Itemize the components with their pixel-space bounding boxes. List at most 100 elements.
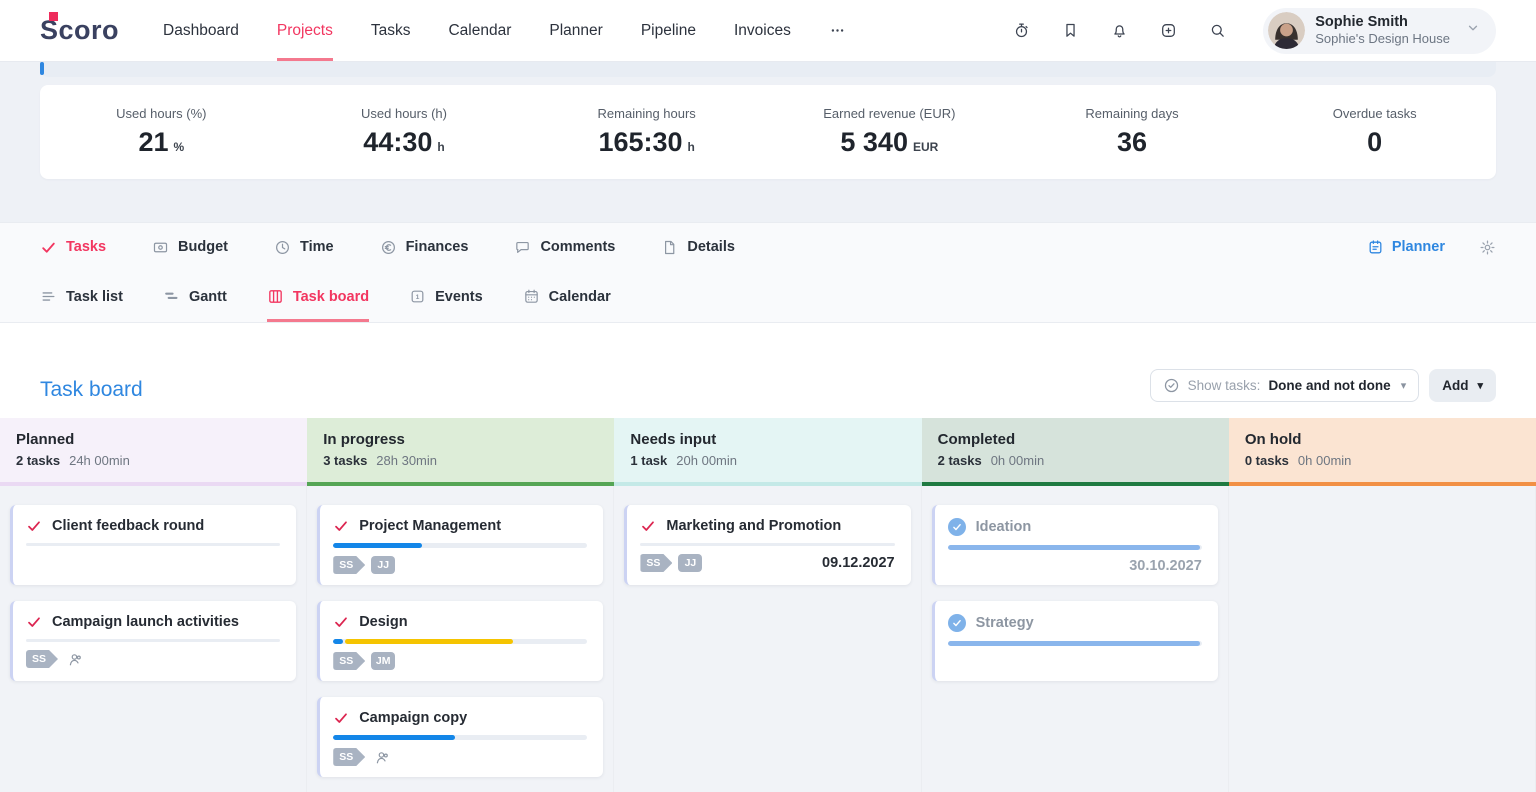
task-card[interactable]: Client feedback round — [10, 505, 297, 585]
column-summary: 3 tasks 28h 30min — [323, 453, 598, 468]
card-title-row: Marketing and Promotion — [640, 518, 894, 534]
settings-button[interactable] — [1479, 239, 1496, 256]
user-menu[interactable]: Sophie Smith Sophie's Design House — [1263, 7, 1496, 54]
kanban-column-in-progress: In progress 3 tasks 28h 30min Project Manag… — [307, 418, 615, 792]
todo-check-icon[interactable] — [333, 614, 349, 630]
kanban-column-completed: Completed 2 tasks 0h 00min Ideation 30.10.20… — [921, 418, 1229, 792]
nav-item-projects[interactable]: Projects — [276, 0, 333, 61]
kanban-column-needs-input: Needs input 1 task 20h 00min Marketing and … — [614, 418, 922, 792]
column-body: Marketing and Promotion SS JJ 09.12.2027 — [614, 486, 921, 792]
subtab-events[interactable]: 1 Events — [409, 271, 483, 322]
bell-button[interactable] — [1108, 20, 1130, 42]
subtab-calendar[interactable]: Calendar — [523, 271, 611, 322]
comment-icon — [514, 239, 531, 256]
nav-item-planner[interactable]: Planner — [549, 21, 603, 39]
module-tabs: Tasks Budget Time Finances Comments Details Pl… — [0, 223, 1536, 271]
column-name: Needs input — [630, 431, 717, 448]
task-card[interactable]: Campaign launch activities SS — [10, 601, 297, 681]
filter-label: Show tasks: — [1187, 378, 1261, 393]
task-card[interactable]: Strategy — [931, 601, 1218, 681]
column-header: In progress 3 tasks 28h 30min — [307, 418, 615, 486]
collapsed-panel-strip — [0, 62, 1536, 77]
tab-budget[interactable]: Budget — [152, 239, 228, 256]
todo-check-icon[interactable] — [26, 518, 42, 534]
stat-unit: h — [687, 140, 695, 154]
assignee-badge: SS — [333, 556, 366, 574]
gear-icon — [1479, 239, 1496, 256]
task-card[interactable]: Campaign copy SS — [317, 697, 604, 777]
column-name: In progress — [323, 431, 405, 448]
tab-finances[interactable]: Finances — [380, 239, 468, 256]
task-card[interactable]: Marketing and Promotion SS JJ 09.12.2027 — [624, 505, 911, 585]
subtab-gantt[interactable]: Gantt — [163, 271, 227, 322]
todo-check-icon[interactable] — [333, 710, 349, 726]
column-body — [1229, 486, 1536, 792]
todo-check-icon[interactable] — [26, 614, 42, 630]
plus-square-button[interactable] — [1157, 20, 1179, 42]
tab-comments[interactable]: Comments — [514, 239, 615, 256]
todo-check-icon[interactable] — [333, 518, 349, 534]
done-check-icon — [947, 614, 966, 632]
column-hours: 28h 30min — [376, 453, 438, 468]
search-button[interactable] — [1206, 20, 1228, 42]
stat-value: 5 340 EUR — [840, 127, 939, 157]
subtab-task-list[interactable]: Task list — [40, 271, 123, 322]
add-button[interactable]: Add ▾ — [1429, 369, 1496, 402]
nav-item-dashboard[interactable]: Dashboard — [163, 21, 239, 39]
planner-icon — [1367, 239, 1384, 256]
column-body: Ideation 30.10.2027 Strategy — [922, 486, 1229, 792]
timer-button[interactable] — [1010, 20, 1032, 42]
column-task-count: 1 task — [630, 453, 668, 468]
done-check-icon — [947, 518, 966, 536]
svg-text:1: 1 — [416, 294, 420, 301]
show-tasks-filter[interactable]: Show tasks: Done and not done ▾ — [1149, 369, 1420, 402]
task-title: Project Management — [359, 518, 502, 534]
chevron-down-icon — [1466, 21, 1480, 40]
nav-item-invoices[interactable]: Invoices — [733, 21, 791, 39]
assignee-badge: SS — [640, 554, 673, 572]
scoro-logo[interactable]: Scoro — [40, 0, 119, 61]
column-body: Project Management SS JJ Design SS JM Campaign… — [307, 486, 614, 792]
todo-check-icon[interactable] — [640, 518, 656, 534]
planner-link[interactable]: Planner — [1367, 239, 1445, 256]
due-date: 09.12.2027 — [822, 555, 895, 571]
task-title: Client feedback round — [52, 518, 205, 534]
task-card[interactable]: Design SS JM — [317, 601, 604, 681]
tab-details[interactable]: Details — [661, 239, 735, 256]
subtab-label: Gantt — [188, 288, 227, 305]
progress-bar — [640, 543, 895, 546]
progress-segment — [333, 735, 456, 740]
progress-bar — [947, 545, 1202, 550]
check-icon — [40, 239, 57, 256]
stat-4: Remaining days 36 — [1011, 106, 1254, 158]
stat-value: 165:30 h — [598, 127, 695, 157]
card-meta: 30.10.2027 — [948, 558, 1202, 574]
assignee-badge: JM — [371, 652, 396, 670]
assignee-badge: SS — [26, 650, 58, 668]
kanban-column-on-hold: On hold 0 tasks 0h 00min — [1228, 418, 1536, 792]
column-summary: 0 tasks 0h 00min — [1245, 453, 1520, 468]
nav-more-menu[interactable] — [829, 0, 846, 61]
card-meta: SS JJ — [333, 556, 587, 574]
kanban-column-planned: Planned 2 tasks 24h 00min Client feedback r… — [0, 418, 308, 792]
progress-bar — [333, 639, 588, 644]
task-card[interactable]: Project Management SS JJ — [317, 505, 604, 585]
subtab-task-board[interactable]: Task board — [266, 271, 370, 322]
tab-time[interactable]: Time — [274, 239, 334, 256]
bookmark-button[interactable] — [1059, 20, 1081, 42]
stat-label: Remaining hours — [597, 106, 696, 121]
task-card[interactable]: Ideation 30.10.2027 — [931, 505, 1218, 585]
nav-item-pipeline[interactable]: Pipeline — [640, 21, 696, 39]
due-date: 30.10.2027 — [1129, 558, 1202, 574]
topnav-right: Sophie Smith Sophie's Design House — [1010, 0, 1496, 61]
subtab-label: Task list — [66, 288, 123, 305]
column-summary: 2 tasks 24h 00min — [16, 453, 291, 468]
card-title-row: Ideation — [947, 518, 1202, 536]
column-hours: 0h 00min — [1297, 453, 1352, 468]
nav-item-calendar[interactable]: Calendar — [448, 21, 512, 39]
subtab-label: Calendar — [548, 288, 611, 305]
column-header: Planned 2 tasks 24h 00min — [0, 418, 308, 486]
tab-tasks[interactable]: Tasks — [40, 239, 106, 256]
collapsed-panel — [40, 62, 1496, 77]
nav-item-tasks[interactable]: Tasks — [370, 21, 411, 39]
